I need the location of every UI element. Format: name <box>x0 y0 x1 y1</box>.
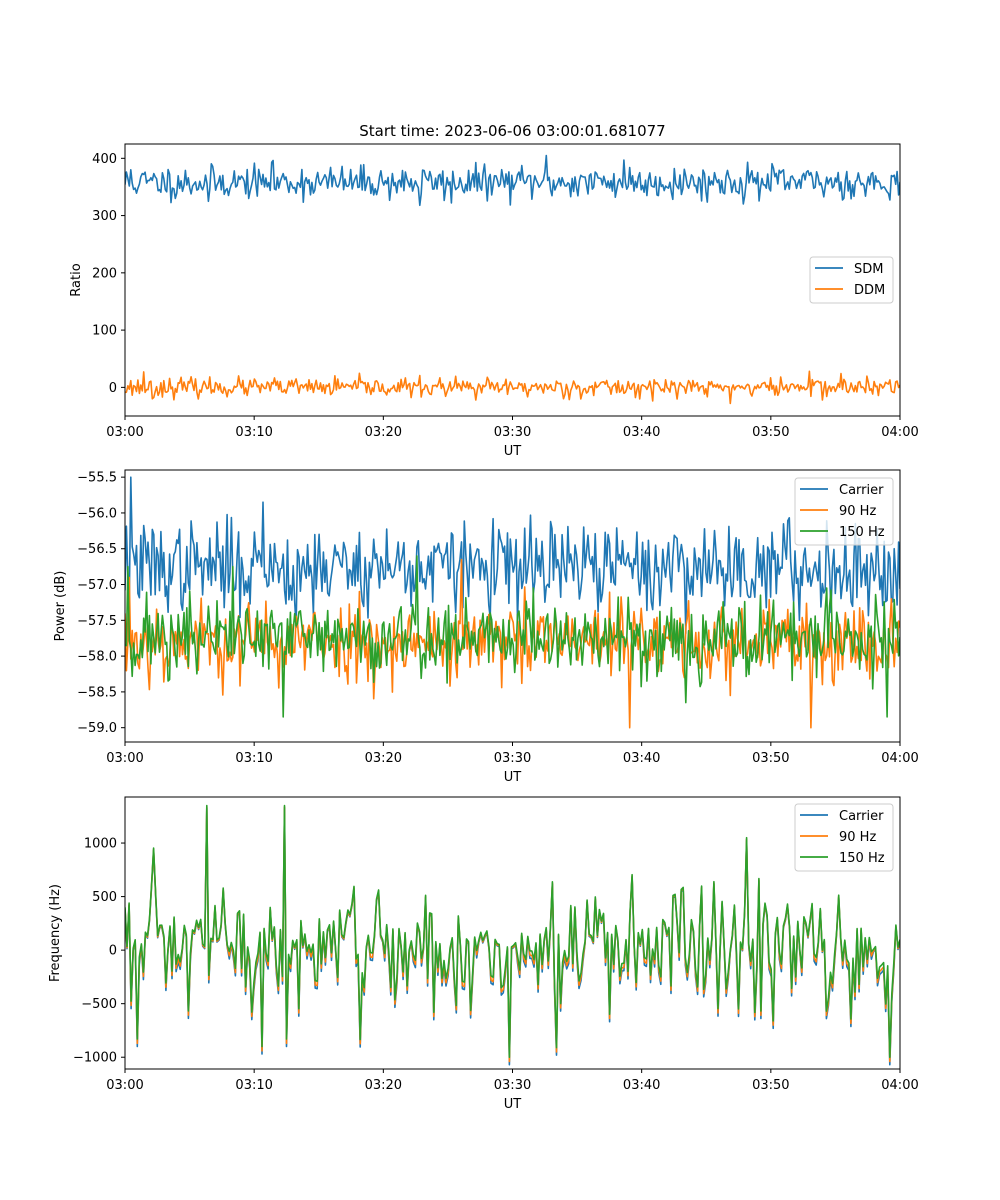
x-tick-label: 03:50 <box>752 751 789 766</box>
x-tick-label: 03:40 <box>623 1078 660 1093</box>
x-tick-label: 03:20 <box>365 1078 402 1093</box>
series-line-150-hz <box>125 555 900 718</box>
axes-frame <box>124 469 901 743</box>
x-tick-label: 03:00 <box>106 1078 143 1093</box>
legend-box <box>794 477 894 546</box>
y-tick-label: 500 <box>92 890 117 905</box>
x-tick-label: 03:50 <box>752 425 789 440</box>
legend: Carrier 90 Hz 150 Hz <box>794 803 894 872</box>
x-tick-label: 03:10 <box>235 1078 272 1093</box>
y-axis-label: Power (dB) <box>53 571 68 642</box>
x-tick-label: 03:50 <box>752 1078 789 1093</box>
x-tick-label: 04:00 <box>881 751 918 766</box>
series-group <box>125 804 900 1066</box>
y-tick-label: −57.0 <box>77 578 117 593</box>
y-tick-label: 100 <box>92 324 117 339</box>
legend-label: DDM <box>854 283 885 298</box>
x-tick-label: 03:00 <box>106 751 143 766</box>
legend-label: 150 Hz <box>839 525 885 540</box>
y-tick-label: −59.0 <box>77 721 117 736</box>
legend-label: 150 Hz <box>839 851 885 866</box>
x-axis-label: UT <box>504 770 522 785</box>
y-tick-label: −58.0 <box>77 650 117 665</box>
x-tick-label: 04:00 <box>881 425 918 440</box>
y-tick-label: −57.5 <box>77 614 117 629</box>
series-line-carrier <box>125 476 900 635</box>
y-tick-label: −1000 <box>73 1051 117 1066</box>
x-tick-label: 03:10 <box>235 751 272 766</box>
chart-panel-2: 03:00 03:10 03:20 03:30 03:40 03:50 04:00 −59.0… <box>53 469 919 785</box>
x-tick-label: 03:30 <box>494 425 531 440</box>
x-tick-label: 03:20 <box>365 425 402 440</box>
legend: Carrier 90 Hz 150 Hz <box>794 477 894 546</box>
chart-panel-3: 03:00 03:10 03:20 03:30 03:40 03:50 04:00 −1000… <box>48 796 919 1112</box>
y-tick-label: −55.5 <box>77 471 117 486</box>
y-tick-label: −58.5 <box>77 685 117 700</box>
legend: SDM DDM <box>809 256 894 304</box>
x-tick-label: 03:40 <box>623 751 660 766</box>
y-axis-label: Ratio <box>69 263 84 296</box>
y-axis-label: Frequency (Hz) <box>48 884 63 982</box>
legend-label: Carrier <box>839 809 884 824</box>
x-tick-label: 03:00 <box>106 425 143 440</box>
x-tick-label: 03:30 <box>494 1078 531 1093</box>
series-line-150-hz <box>125 804 900 1058</box>
chart-title: Start time: 2023-06-06 03:00:01.681077 <box>359 122 665 140</box>
y-tick-label: 0 <box>109 381 117 396</box>
chart-panel-1: 03:00 03:10 03:20 03:30 03:40 03:50 04:00 0 100 2… <box>69 143 919 459</box>
legend-label: SDM <box>854 262 883 277</box>
y-tick-label: −56.5 <box>77 542 117 557</box>
series-line-ddm <box>125 370 900 405</box>
x-tick-label: 03:20 <box>365 751 402 766</box>
y-tick-label: 400 <box>92 152 117 167</box>
legend-label: Carrier <box>839 483 884 498</box>
y-tick-label: −500 <box>81 997 117 1012</box>
y-tick-label: 1000 <box>84 837 117 852</box>
y-tick-label: 200 <box>92 266 117 281</box>
series-group <box>125 476 900 729</box>
legend-label: 90 Hz <box>839 830 876 845</box>
x-axis-label: UT <box>504 444 522 459</box>
x-tick-label: 03:10 <box>235 425 272 440</box>
x-tick-label: 03:30 <box>494 751 531 766</box>
series-group <box>125 154 900 405</box>
y-tick-label: 0 <box>109 944 117 959</box>
x-tick-label: 03:40 <box>623 425 660 440</box>
x-axis-label: UT <box>504 1097 522 1112</box>
y-tick-label: 300 <box>92 209 117 224</box>
legend-box <box>794 803 894 872</box>
legend-label: 90 Hz <box>839 504 876 519</box>
y-tick-label: −56.0 <box>77 506 117 521</box>
x-tick-label: 04:00 <box>881 1078 918 1093</box>
series-line-sdm <box>125 154 900 207</box>
